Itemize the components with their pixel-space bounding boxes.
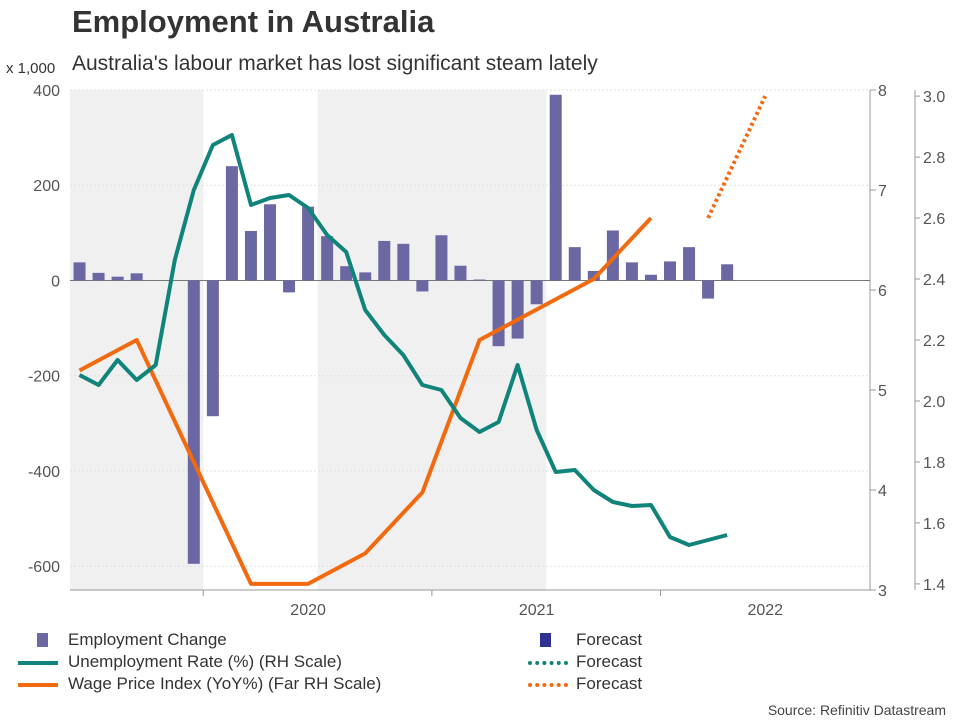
far-right-tick-label: 2.4 [923, 272, 945, 289]
source-note: Source: Refinitiv Datastream [767, 702, 946, 718]
chart-title: Employment in Australia [72, 4, 435, 39]
x-tick-label: 2021 [519, 602, 555, 619]
bar-employment-change [530, 280, 543, 305]
far-right-tick-label: 1.4 [923, 577, 945, 594]
bar-employment-change [702, 280, 715, 299]
bar-employment-change [92, 272, 105, 281]
bar-employment-change [683, 247, 696, 281]
left-tick-label: 0 [51, 273, 60, 290]
legend-wage-forecast-swatch [528, 683, 568, 687]
left-tick-label: -400 [28, 464, 60, 481]
legend-wage-forecast-label: Forecast [576, 674, 643, 693]
x-tick-label: 2022 [747, 602, 783, 619]
bar-employment-change [187, 280, 200, 564]
right-tick-label: 4 [878, 483, 887, 500]
left-tick-label: -200 [28, 369, 60, 386]
bar-employment-change [206, 280, 219, 417]
bar-employment-change [378, 240, 391, 281]
bar-employment-change [492, 280, 505, 347]
bar-employment-change [435, 235, 448, 281]
bar-employment-change [340, 266, 353, 281]
legend-unemployment-forecast-swatch [528, 661, 568, 665]
legend-wage-swatch [18, 683, 58, 687]
bar-employment-change [302, 206, 315, 281]
bar-employment-change [473, 279, 486, 281]
bar-employment-change [568, 247, 581, 281]
bar-employment-change [625, 262, 638, 281]
far-right-tick-label: 2.6 [923, 211, 945, 228]
legend-employment-change-label: Employment Change [68, 630, 227, 649]
bar-employment-change [244, 230, 257, 281]
bar-employment-change [321, 236, 334, 281]
far-right-tick-label: 3.0 [923, 89, 945, 106]
legend-bar-forecast-swatch [540, 633, 551, 647]
bar-employment-change [644, 274, 657, 281]
legend-employment-forecast-label: Forecast [576, 630, 643, 649]
bar-employment-change [73, 262, 86, 281]
bar-employment-change [511, 280, 524, 339]
left-tick-label: 200 [33, 178, 60, 195]
bar-employment-change [397, 243, 410, 281]
wage-price-index-line [78, 216, 653, 586]
wage-forecast-line [706, 95, 768, 219]
legend-wage-label: Wage Price Index (YoY%) (Far RH Scale) [68, 674, 382, 693]
left-tick-label: 400 [33, 83, 60, 100]
bar-employment-change [549, 94, 562, 281]
bar-employment-change [587, 270, 600, 281]
left-tick-label: -600 [28, 559, 60, 576]
right-tick-label: 8 [878, 83, 887, 100]
legend-unemployment-label: Unemployment Rate (%) (RH Scale) [68, 652, 342, 671]
right-tick-label: 3 [878, 583, 887, 600]
right-tick-label: 6 [878, 283, 887, 300]
far-right-tick-label: 2.8 [923, 150, 945, 167]
bar-employment-change [721, 264, 734, 281]
right-tick-label: 5 [878, 383, 887, 400]
bar-employment-change [359, 272, 372, 281]
x-tick-label: 2020 [290, 602, 326, 619]
far-right-tick-label: 1.6 [923, 516, 945, 533]
bar-employment-change [264, 204, 276, 281]
unemployment-rate-line [78, 133, 728, 547]
bar-employment-change [130, 273, 143, 281]
legend-unemployment-forecast-label: Forecast [576, 652, 643, 671]
bar-employment-change [416, 280, 429, 292]
far-right-tick-label: 1.8 [923, 455, 945, 472]
bar-employment-change [606, 230, 619, 281]
chart-subtitle: Australia's labour market has lost signi… [72, 52, 598, 75]
bar-employment-change [283, 280, 296, 293]
bar-employment-change [111, 276, 124, 281]
far-right-tick-label: 2.2 [923, 333, 945, 350]
far-right-tick-label: 2.0 [923, 394, 945, 411]
left-axis-unit: x 1,000 [6, 60, 56, 77]
legend-unemployment-swatch [18, 661, 58, 665]
bar-employment-change [225, 166, 238, 281]
right-tick-label: 7 [878, 183, 887, 200]
bar-employment-change [664, 261, 676, 281]
legend-bar-swatch [37, 633, 48, 647]
shaded-period [317, 90, 547, 590]
bar-employment-change [454, 265, 467, 281]
